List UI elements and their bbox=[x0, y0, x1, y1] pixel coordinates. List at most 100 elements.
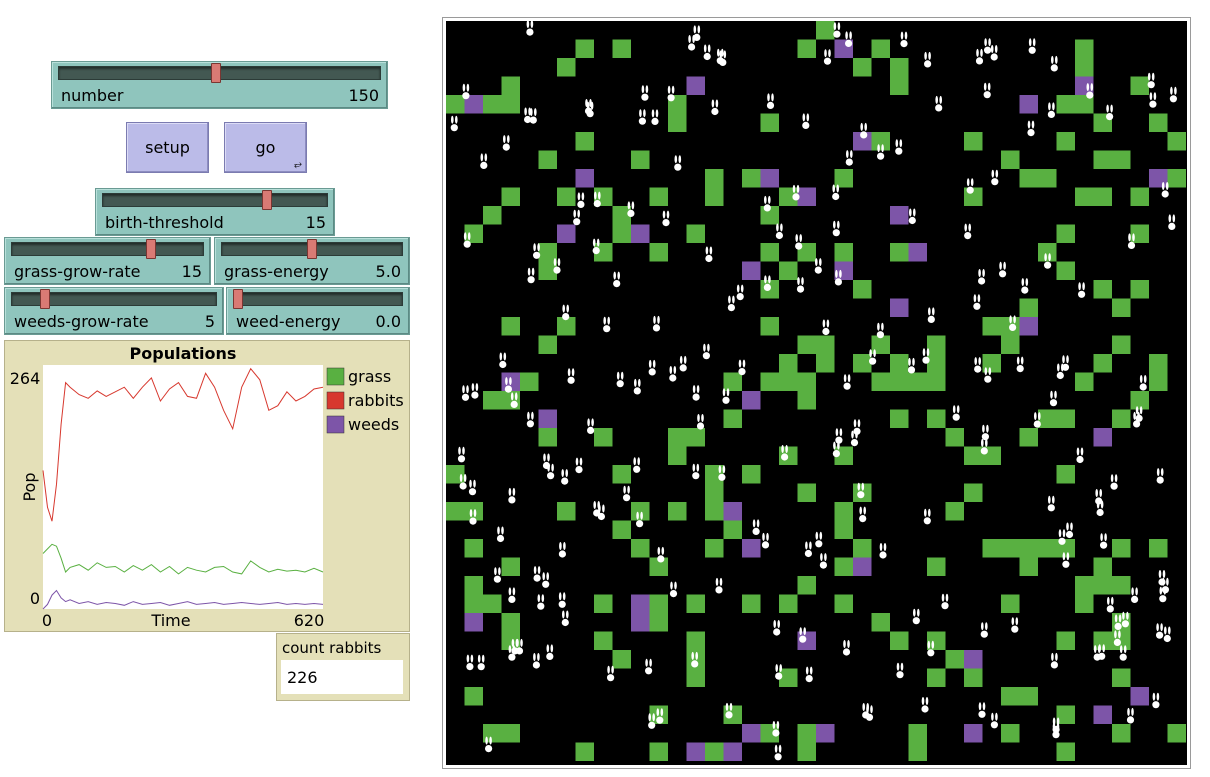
grass-patch bbox=[686, 594, 705, 613]
rabbit-icon bbox=[558, 542, 566, 558]
rabbit-icon bbox=[1110, 474, 1118, 490]
rabbit-icon bbox=[823, 49, 832, 65]
weed-patch bbox=[1075, 76, 1094, 95]
grass-patch bbox=[631, 150, 650, 169]
weed-energy-slider[interactable]: weed-energy 0.0 bbox=[226, 287, 410, 335]
world-canvas[interactable] bbox=[443, 18, 1190, 768]
go-button[interactable]: go ⥂ bbox=[224, 122, 307, 173]
grass-patch bbox=[927, 335, 946, 354]
rabbit-icon bbox=[633, 457, 641, 473]
grass-patch bbox=[797, 372, 816, 391]
slider-label: birth-threshold bbox=[105, 213, 224, 232]
weed-patch bbox=[1130, 687, 1149, 706]
slider-track[interactable] bbox=[233, 292, 403, 306]
rabbit-icon bbox=[895, 139, 903, 155]
grass-patch bbox=[964, 132, 983, 151]
weed-patch bbox=[631, 224, 650, 243]
rabbit-icon bbox=[991, 169, 999, 186]
rabbit-icon bbox=[613, 271, 621, 288]
weed-patch bbox=[538, 409, 557, 428]
grass-patch bbox=[871, 335, 890, 354]
grass-patch bbox=[1149, 539, 1168, 558]
rabbit-icon bbox=[575, 457, 583, 474]
rabbit-icon bbox=[941, 593, 949, 610]
slider-track[interactable] bbox=[11, 242, 204, 256]
grass-patch bbox=[705, 502, 724, 521]
grass-patch bbox=[797, 483, 816, 502]
grass-patch bbox=[1112, 539, 1131, 558]
grass-patch bbox=[853, 58, 872, 77]
slider-handle[interactable] bbox=[211, 63, 222, 83]
rabbit-icon bbox=[542, 572, 550, 588]
rabbit-icon bbox=[1011, 617, 1019, 633]
grass-patch bbox=[594, 243, 613, 262]
grass-patch bbox=[1001, 335, 1020, 354]
legend-label-grass: grass bbox=[348, 367, 391, 386]
rabbit-icon bbox=[1126, 707, 1135, 724]
rabbit-icon bbox=[984, 38, 992, 54]
slider-handle[interactable] bbox=[307, 239, 317, 259]
rabbit-icon bbox=[1033, 412, 1041, 428]
rabbit-icon bbox=[508, 645, 516, 661]
rabbit-icon bbox=[980, 622, 988, 638]
grass-patch bbox=[483, 95, 502, 114]
grass-patch bbox=[816, 335, 835, 354]
rabbit-icon bbox=[1119, 645, 1127, 661]
rabbit-icon bbox=[845, 31, 853, 47]
setup-button[interactable]: setup bbox=[126, 122, 209, 173]
world-view[interactable] bbox=[442, 17, 1191, 769]
slider-track[interactable] bbox=[11, 292, 217, 306]
rabbit-icon bbox=[822, 319, 830, 336]
rabbit-icon bbox=[648, 359, 656, 376]
rabbit-icon bbox=[835, 428, 843, 444]
grass-energy-slider[interactable]: grass-energy 5.0 bbox=[214, 237, 410, 285]
weeds-grow-rate-slider[interactable]: weeds-grow-rate 5 bbox=[4, 287, 224, 335]
rabbit-icon bbox=[529, 108, 537, 124]
grass-patch bbox=[557, 317, 576, 336]
grass-patch bbox=[631, 539, 650, 558]
legend-swatch-weeds bbox=[326, 415, 345, 434]
rabbit-icon bbox=[804, 541, 812, 558]
slider-handle[interactable] bbox=[261, 190, 272, 210]
x-max-label: 620 bbox=[294, 611, 325, 630]
weed-patch bbox=[1093, 705, 1112, 724]
grass-patch bbox=[1093, 576, 1112, 595]
grass-patch bbox=[501, 724, 520, 743]
grass-patch bbox=[1130, 224, 1149, 243]
rabbit-icon bbox=[983, 82, 991, 99]
grass-patch bbox=[446, 502, 465, 521]
slider-handle[interactable] bbox=[40, 289, 51, 309]
grass-patch bbox=[1149, 354, 1168, 373]
rabbit-icon bbox=[648, 713, 656, 729]
rabbit-icon bbox=[843, 374, 851, 390]
rabbit-icon bbox=[1106, 596, 1114, 613]
y-max-label: 264 bbox=[10, 369, 41, 388]
grass-patch bbox=[853, 280, 872, 299]
number-slider[interactable]: number 150 bbox=[51, 61, 388, 109]
grass-patch bbox=[705, 187, 724, 206]
rabbit-icon bbox=[693, 25, 701, 41]
rabbit-icon bbox=[1159, 586, 1167, 603]
grass-patch bbox=[612, 206, 631, 225]
rabbit-icon bbox=[459, 474, 467, 490]
y-min-label: 0 bbox=[30, 589, 40, 608]
legend-swatch-rabbits bbox=[326, 391, 345, 410]
rabbit-icon bbox=[1050, 55, 1058, 72]
grass-grow-rate-slider[interactable]: grass-grow-rate 15 bbox=[4, 237, 211, 285]
slider-handle[interactable] bbox=[146, 239, 157, 259]
slider-track[interactable] bbox=[102, 193, 328, 207]
grass-patch bbox=[853, 354, 872, 373]
birth-threshold-slider[interactable]: birth-threshold 15 bbox=[95, 188, 335, 236]
rabbit-icon bbox=[510, 392, 518, 408]
rabbit-icon bbox=[592, 238, 600, 255]
grass-patch bbox=[1130, 280, 1149, 299]
slider-handle[interactable] bbox=[233, 289, 243, 309]
grass-patch bbox=[982, 354, 1001, 373]
monitor-value: 226 bbox=[287, 668, 318, 687]
rabbit-icon bbox=[927, 307, 935, 323]
rabbit-icon bbox=[1152, 692, 1160, 709]
rabbit-icon bbox=[657, 546, 665, 563]
legend-label-rabbits: rabbits bbox=[348, 391, 404, 410]
rabbit-icon bbox=[656, 708, 664, 724]
grass-patch bbox=[557, 502, 576, 521]
